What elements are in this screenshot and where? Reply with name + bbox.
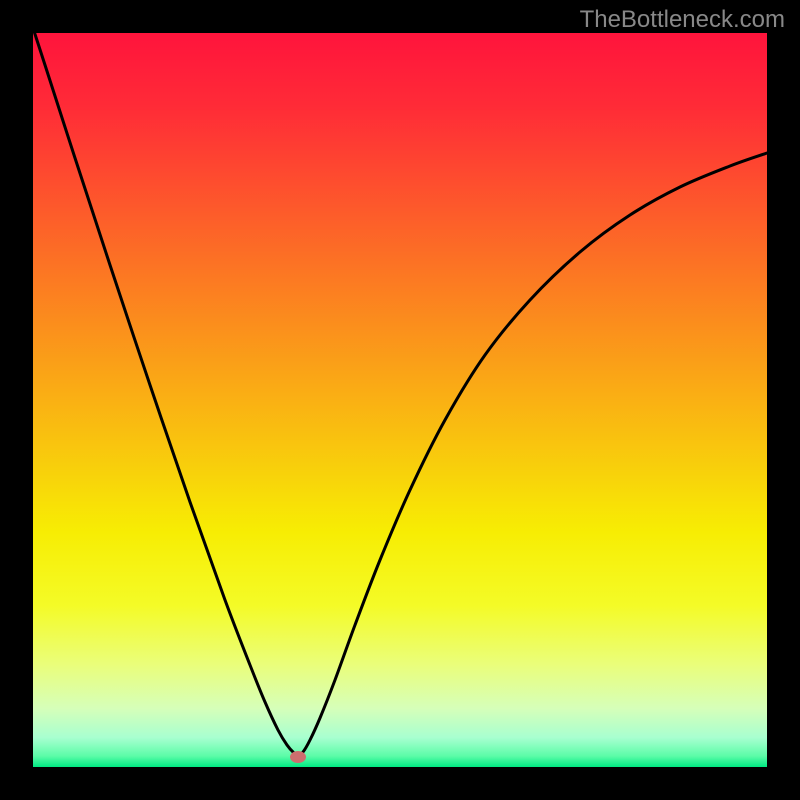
chart-container: TheBottleneck.com	[0, 0, 800, 800]
valley-marker	[290, 751, 306, 763]
bottleneck-curve	[33, 33, 767, 767]
plot-area	[33, 33, 767, 767]
watermark-text: TheBottleneck.com	[580, 6, 785, 34]
